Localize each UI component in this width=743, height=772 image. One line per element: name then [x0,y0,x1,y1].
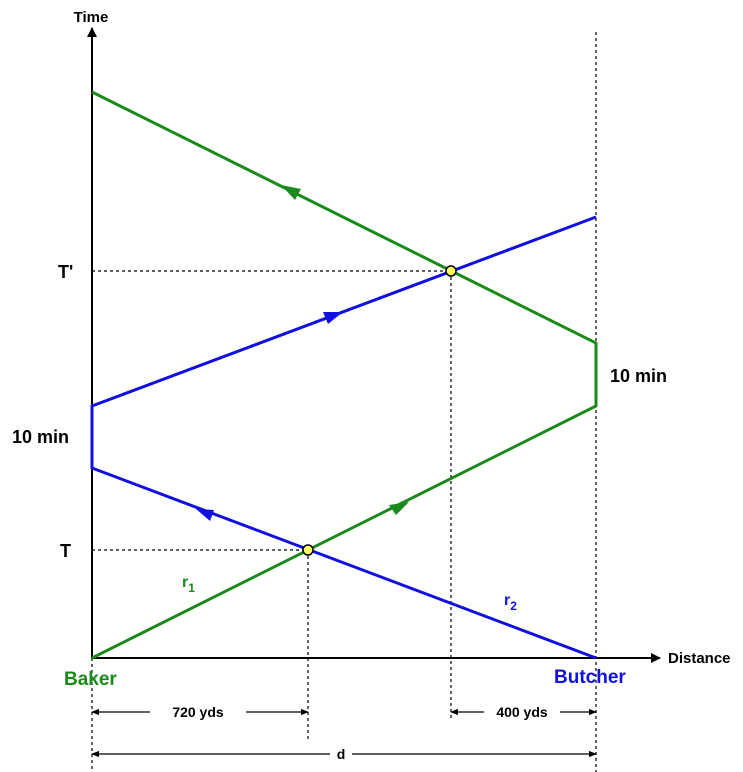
blue-rate-base: r [504,592,510,609]
green-path [91,90,598,660]
green-outbound-arrow [389,502,409,515]
time-axis-label: Time [74,9,109,26]
dim-720-label: 720 yds [172,704,224,720]
second-meeting-point [445,265,457,277]
blue-outbound-arrow [196,509,214,521]
butcher-label: Butcher [554,667,626,688]
green-rate-subscript: 1 [188,581,195,595]
green-rate-label: r1 [182,574,195,595]
dim-400-label: 400 yds [496,704,548,720]
blue-return-arrow [323,312,343,324]
green-rate-base: r [182,574,188,591]
T-label: T [60,541,71,561]
blue-path [90,215,597,660]
butcher-pause-label: 10 min [610,366,667,386]
first-meeting-point [302,544,314,556]
dim-d-label: d [337,746,346,762]
T-prime-label: T' [58,262,73,282]
baker-label: Baker [64,669,117,690]
baker-pause-label: 10 min [12,427,69,447]
blue-rate-label: r2 [504,592,517,613]
guide-lines [91,32,597,772]
green-return-arrow [281,185,301,200]
blue-rate-subscript: 2 [510,599,517,613]
distance-axis-label: Distance [668,650,731,667]
